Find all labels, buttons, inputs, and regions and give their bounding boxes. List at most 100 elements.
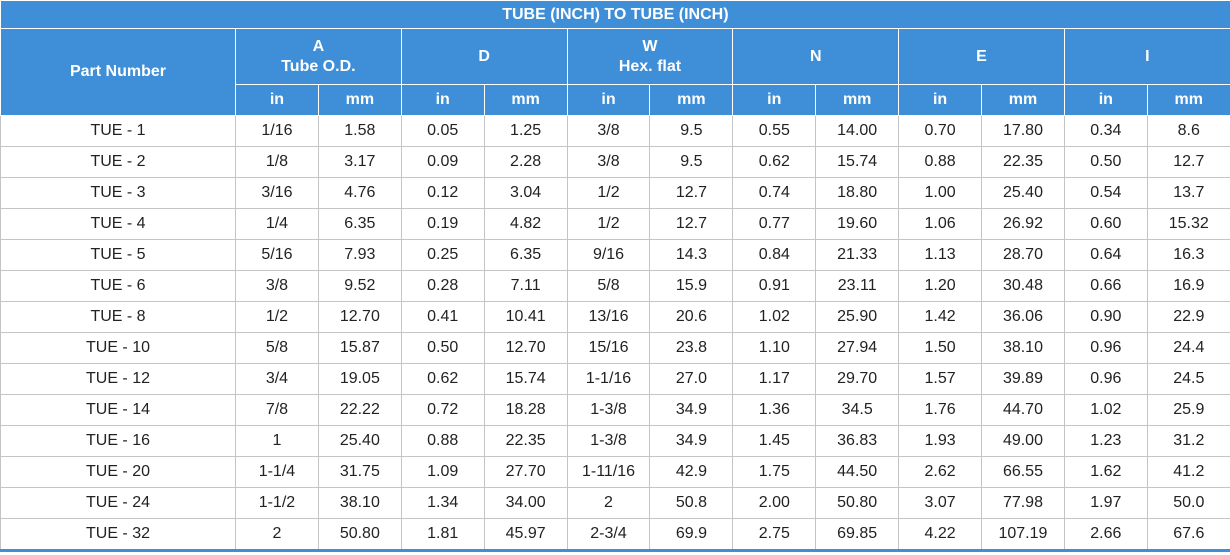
data-row: TUE - 24 1-1/2 38.10 1.34 34.00 2 50.8 2.00 50.8… [0,487,1230,519]
cell: 2 [566,487,651,519]
cell: 1-11/16 [566,456,651,488]
cell: 44.70 [981,394,1065,426]
cell: 0.64 [1063,239,1148,271]
cell: 25.40 [981,177,1065,209]
cell: 0.66 [1063,270,1148,302]
cell: 69.9 [649,518,734,552]
cell: 0.19 [400,208,485,240]
cell: 34.5 [815,394,900,426]
cell: 1.13 [898,239,983,271]
cell: 2 [235,518,319,552]
unit-header: mm [649,84,734,116]
cell: 42.9 [649,456,734,488]
cell: 50.0 [1146,487,1230,519]
cell: 9.52 [317,270,402,302]
cell: 3.04 [483,177,568,209]
part-number: TUE - 8 [0,301,236,333]
cell: 1.81 [400,518,485,552]
cell: 1.10 [732,332,817,364]
cell: 1-1/4 [235,456,319,488]
cell: 13/16 [566,301,651,333]
cell: 23.8 [649,332,734,364]
cell: 67.6 [1146,518,1230,552]
part-number: TUE - 2 [0,146,236,178]
cell: 3/8 [235,270,319,302]
cell: 36.06 [981,301,1065,333]
cell: 6.35 [317,208,402,240]
cell: 9.5 [649,146,734,178]
cell: 10.41 [483,301,568,333]
cell: 26.92 [981,208,1065,240]
part-number: TUE - 4 [0,208,236,240]
part-number: TUE - 32 [0,518,236,552]
part-number: TUE - 20 [0,456,236,488]
cell: 4.82 [483,208,568,240]
cell: 3.17 [317,146,402,178]
unit-header: in [400,84,485,116]
cell: 5/8 [235,332,319,364]
cell: 1.23 [1063,425,1148,457]
data-row: TUE - 14 7/8 22.22 0.72 18.28 1-3/8 34.9 1.36 34… [0,394,1230,426]
cell: 22.35 [981,146,1065,178]
data-row: TUE - 12 3/4 19.05 0.62 15.74 1-1/16 27.0 1.17 2… [0,363,1230,395]
part-number: TUE - 14 [0,394,236,426]
cell: 1.42 [898,301,983,333]
title-row: TUBE (INCH) TO TUBE (INCH) [0,0,1230,29]
cell: 7.93 [317,239,402,271]
cell: 66.55 [981,456,1065,488]
data-row: TUE - 6 3/8 9.52 0.28 7.11 5/8 15.9 0.91 23.11 1.… [0,270,1230,302]
cell: 3/4 [235,363,319,395]
part-number: TUE - 24 [0,487,236,519]
table-head: TUBE (INCH) TO TUBE (INCH) Part Number A T… [0,0,1230,116]
cell: 0.62 [732,146,817,178]
cell: 4.22 [898,518,983,552]
cell: 34.00 [483,487,568,519]
group-header: I [1063,28,1230,85]
cell: 0.54 [1063,177,1148,209]
cell: 0.25 [400,239,485,271]
cell: 1.02 [732,301,817,333]
cell: 8.6 [1146,115,1230,147]
cell: 50.80 [815,487,900,519]
unit-header: in [732,84,817,116]
cell: 1-3/8 [566,394,651,426]
cell: 2-3/4 [566,518,651,552]
unit-header: in [566,84,651,116]
cell: 6.35 [483,239,568,271]
group-label: E [976,47,987,65]
cell: 1/8 [235,146,319,178]
cell: 44.50 [815,456,900,488]
cell: 25.90 [815,301,900,333]
cell: 1.20 [898,270,983,302]
cell: 0.34 [1063,115,1148,147]
cell: 20.6 [649,301,734,333]
cell: 2.28 [483,146,568,178]
cell: 14.3 [649,239,734,271]
cell: 36.83 [815,425,900,457]
cell: 1-1/16 [566,363,651,395]
cell: 1/2 [566,177,651,209]
cell: 25.9 [1146,394,1230,426]
group-label: A [312,37,325,55]
unit-header: mm [1146,84,1230,116]
cell: 23.11 [815,270,900,302]
cell: 1/16 [235,115,319,147]
cell: 34.9 [649,394,734,426]
cell: 50.80 [317,518,402,552]
cell: 25.40 [317,425,402,457]
data-row: TUE - 32 2 50.80 1.81 45.97 2-3/4 69.9 2.75 69.8… [0,518,1230,552]
cell: 45.97 [483,518,568,552]
cell: 5/8 [566,270,651,302]
cell: 31.75 [317,456,402,488]
cell: 1-1/2 [235,487,319,519]
cell: 0.84 [732,239,817,271]
cell: 0.09 [400,146,485,178]
cell: 1.97 [1063,487,1148,519]
cell: 3.07 [898,487,983,519]
cell: 15.87 [317,332,402,364]
unit-header: mm [483,84,568,116]
cell: 28.70 [981,239,1065,271]
cell: 0.91 [732,270,817,302]
part-number: TUE - 16 [0,425,236,457]
group-header: A Tube O.D. [235,28,402,85]
